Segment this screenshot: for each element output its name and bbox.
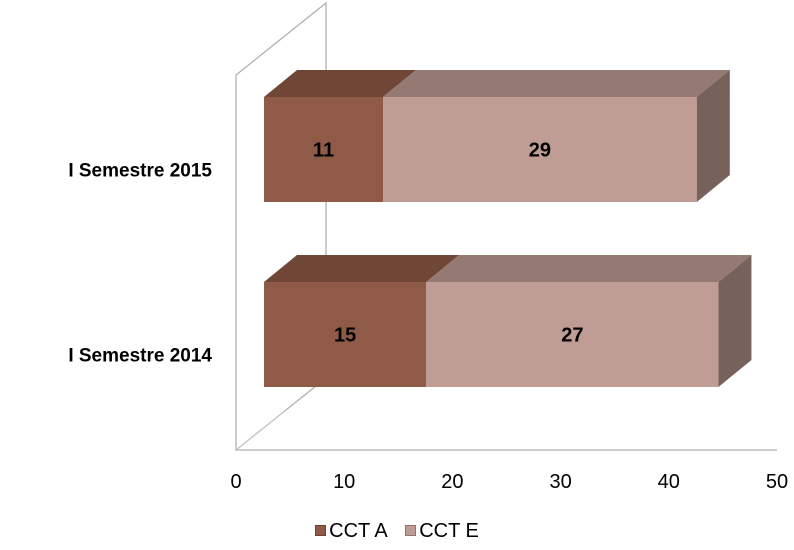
- floor: [236, 378, 777, 450]
- legend-label-cct-a: CCT A: [329, 519, 388, 542]
- data-label-1-1: 27: [561, 325, 583, 347]
- x-axis-ticks: 0 10 20 30 40 50: [230, 471, 788, 493]
- data-label-0-0: 11: [313, 140, 334, 162]
- data-label-0-1: 15: [334, 325, 356, 347]
- bar-side-1-0: [696, 70, 730, 202]
- bar-group-0: 11 29: [264, 70, 730, 202]
- legend-swatch-cct-e: [405, 525, 417, 536]
- bar-top-0-0: [264, 70, 417, 97]
- category-label-0: I Semestre 2015: [68, 161, 212, 182]
- bar-top-1-1: [426, 255, 752, 282]
- x-tick-label-5: 50: [766, 471, 788, 493]
- floor-edge: [235, 410, 286, 451]
- legend: CCT A CCT E: [0, 518, 794, 543]
- legend-item-cct-e: CCT E: [405, 519, 479, 543]
- side-wall: [235, 1, 327, 452]
- legend-label-cct-e: CCT E: [419, 519, 479, 542]
- bar-1-0: [383, 97, 697, 202]
- x-tick-label-1: 10: [333, 471, 355, 493]
- category-labels: I Semestre 2015 I Semestre 2014: [68, 161, 212, 367]
- x-tick-label-0: 0: [230, 471, 241, 493]
- bar-side-1-1: [718, 255, 752, 387]
- bar-0-1: [264, 282, 427, 387]
- legend-item-cct-a: CCT A: [315, 519, 388, 543]
- bar-1-1: [426, 282, 719, 387]
- chart-walls: [235, 1, 777, 452]
- bar-group-1: 15 27: [264, 255, 752, 387]
- x-tick-label-2: 20: [441, 471, 463, 493]
- bar-top-1-0: [383, 70, 730, 97]
- x-tick-label-4: 40: [658, 471, 680, 493]
- category-label-1: I Semestre 2014: [68, 346, 212, 367]
- x-tick-label-3: 30: [549, 471, 571, 493]
- bar-top-0-1: [264, 255, 460, 282]
- bar-0-0: [264, 97, 384, 202]
- data-label-1-0: 29: [529, 140, 551, 162]
- legend-swatch-cct-a: [315, 525, 327, 536]
